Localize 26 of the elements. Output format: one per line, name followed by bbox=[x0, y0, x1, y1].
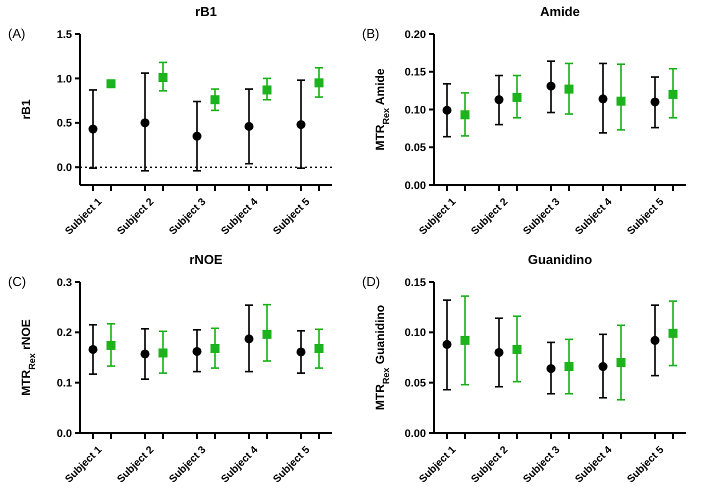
chart-title: Guanidino bbox=[528, 252, 592, 267]
chart-title: Amide bbox=[540, 4, 580, 19]
y-tick-label: 0.15 bbox=[404, 276, 426, 289]
y-tick-label: 0.2 bbox=[56, 327, 72, 340]
y-tick-label: 1.0 bbox=[56, 73, 72, 86]
y-tick-label: 0.0 bbox=[56, 428, 72, 440]
y-tick-label: 0.20 bbox=[404, 28, 426, 41]
y-axis-title: rB1 bbox=[19, 99, 33, 120]
y-tick-label: 0.5 bbox=[56, 118, 72, 130]
text: (B) bbox=[362, 26, 380, 41]
chart-title: rNOE bbox=[189, 252, 223, 267]
y-tick-label: 0.15 bbox=[404, 66, 426, 79]
y-tick-label: 0.10 bbox=[404, 104, 426, 116]
y-tick-label: 0.05 bbox=[404, 378, 426, 390]
y-tick-label: 1.5 bbox=[56, 28, 72, 41]
y-tick-label: 0.00 bbox=[404, 428, 426, 440]
chart-title: rB1 bbox=[195, 4, 217, 19]
y-tick-label: 0.00 bbox=[404, 180, 426, 192]
text: (A) bbox=[8, 26, 26, 41]
y-tick-label: 0.0 bbox=[56, 162, 72, 174]
y-tick-label: 0.10 bbox=[404, 327, 426, 340]
y-tick-label: 0.3 bbox=[56, 276, 72, 289]
text: (C) bbox=[8, 274, 26, 289]
text: (D) bbox=[362, 274, 380, 289]
y-tick-label: 0.05 bbox=[404, 142, 426, 154]
y-tick-label: 0.1 bbox=[56, 378, 72, 390]
